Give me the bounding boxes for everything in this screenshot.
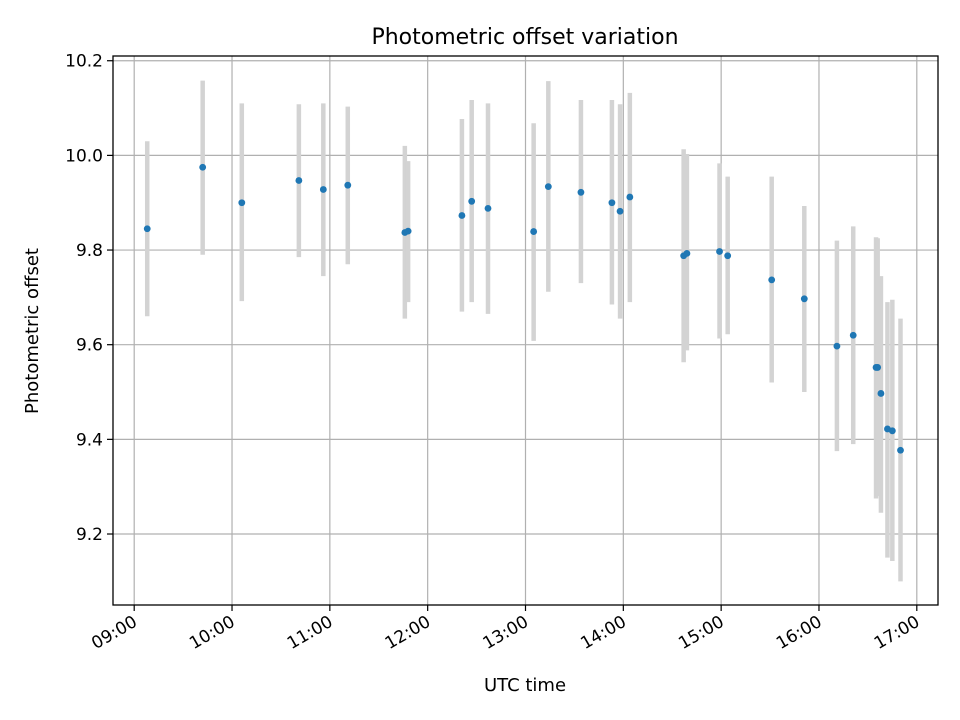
data-point — [833, 342, 841, 350]
x-tick-label: 15:00 — [675, 612, 727, 654]
x-tick-label: 14:00 — [577, 612, 629, 654]
chart-title: Photometric offset variation — [371, 25, 678, 50]
grid-lines — [113, 56, 938, 605]
x-tick-label: 10:00 — [186, 612, 238, 654]
data-point — [404, 227, 412, 235]
data-point — [768, 276, 776, 284]
x-tick-label: 12:00 — [382, 612, 434, 654]
data-point — [608, 199, 616, 207]
data-point — [724, 252, 732, 260]
y-tick-label: 9.2 — [76, 525, 103, 545]
x-tick-label: 13:00 — [480, 612, 532, 654]
data-point — [877, 390, 885, 397]
y-tick-label: 10.0 — [65, 146, 103, 166]
x-tick-label: 11:00 — [284, 612, 336, 654]
data-point — [458, 212, 466, 219]
data-point — [888, 427, 896, 435]
x-tick-label: 09:00 — [88, 612, 140, 654]
data-point — [544, 183, 552, 191]
x-axis-ticks: 09:00 10:00 11:00 12:00 13:00 14:00 15:00 16:00… — [88, 605, 923, 654]
y-tick-label: 9.6 — [76, 336, 103, 356]
data-point — [683, 249, 691, 257]
data-point — [344, 181, 352, 189]
y-tick-label: 9.8 — [76, 241, 103, 261]
y-axis-ticks: 9.2 9.4 9.6 9.8 10.0 10.2 — [65, 52, 113, 545]
data-point — [238, 199, 246, 207]
x-tick-label: 17:00 — [871, 612, 923, 654]
data-point — [484, 204, 492, 212]
data-point — [800, 295, 808, 303]
y-axis-label: Photometric offset — [22, 248, 43, 414]
data-point — [143, 225, 151, 233]
data-point — [577, 188, 585, 196]
y-tick-label: 9.4 — [76, 430, 103, 450]
x-tick-label: 16:00 — [773, 612, 825, 654]
data-point — [626, 193, 634, 201]
data-point — [295, 177, 303, 184]
data-point — [468, 197, 476, 205]
data-point — [874, 364, 882, 371]
data-point — [199, 163, 207, 171]
data-point — [849, 331, 857, 339]
data-point — [897, 446, 904, 454]
data-point — [530, 228, 538, 235]
data-point — [716, 248, 723, 255]
y-tick-label: 10.2 — [65, 52, 103, 72]
data-points — [143, 163, 904, 454]
x-axis-label: UTC time — [484, 675, 566, 696]
data-point — [616, 207, 624, 215]
data-point — [319, 186, 327, 193]
